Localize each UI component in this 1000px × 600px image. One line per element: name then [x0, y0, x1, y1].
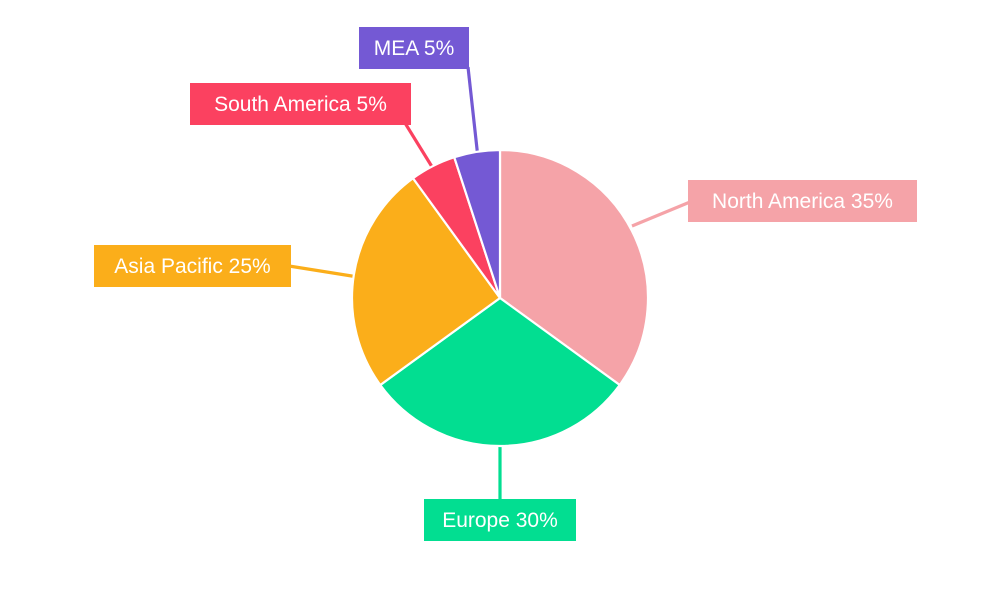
pie-label-text: Asia Pacific 25% [114, 254, 271, 278]
leader-line-north-america [631, 200, 691, 228]
leader-line-mea [466, 66, 480, 159]
pie-label-text: North America 35% [712, 189, 893, 213]
pie-slice-europe [379, 296, 621, 448]
pie-label-text: Europe 30% [442, 508, 558, 532]
pie-label-text: MEA 5% [373, 36, 455, 60]
pie-label-north-america: North America 35% [688, 180, 917, 222]
leader-lines-group [288, 66, 691, 501]
leader-line-south-america [403, 122, 436, 171]
pie-label-asia-pacific: Asia Pacific 25% [94, 245, 291, 287]
pie-slice-north-america [498, 148, 650, 387]
leader-line-asia-pacific [288, 264, 359, 279]
pie-slice-asia-pacific [350, 177, 502, 387]
pie-label-south-america: South America 5% [190, 83, 411, 125]
pie-label-mea: MEA 5% [359, 27, 469, 69]
pie-slices-group [350, 148, 650, 448]
pie-label-text: South America 5% [214, 92, 387, 116]
pie-slice-mea [453, 148, 502, 300]
pie-label-europe: Europe 30% [424, 499, 576, 541]
